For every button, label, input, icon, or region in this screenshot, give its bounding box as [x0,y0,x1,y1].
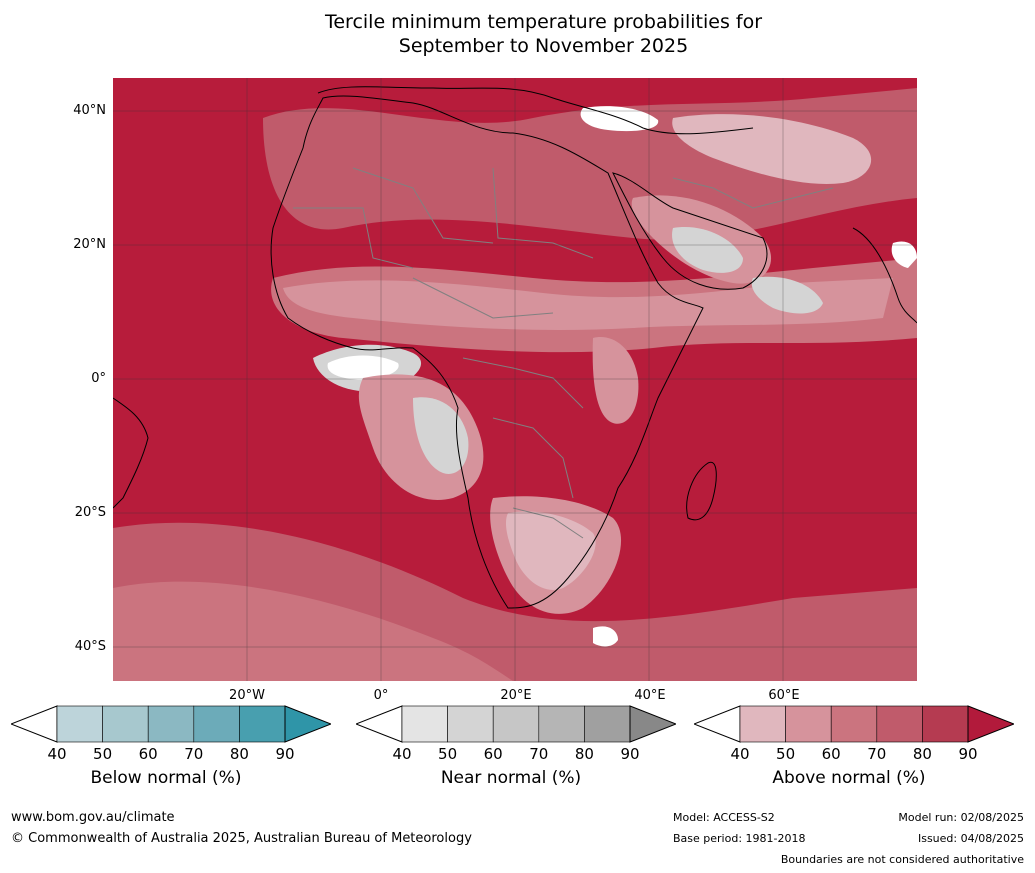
colorbar-tick-70: 70 [184,745,204,763]
colorbar-tick-40: 40 [392,745,412,763]
colorbar-tick-50: 50 [438,745,458,763]
colorbar-above-normal-swatches [694,705,1014,743]
map-title: Tercile minimum temperature probabilitie… [0,10,1035,58]
colorbar-swatch-60 [147,705,195,743]
colorbar-swatch-over [967,705,1014,743]
lat-label-0: 0° [91,371,106,386]
colorbar-title-near-normal: Near normal (%) [440,768,582,788]
region-sahel-light [283,278,893,330]
footer-disclaimer: Boundaries are not considered authoritat… [780,853,1024,866]
colorbar-swatch-80 [922,705,969,743]
colorbar-swatch-60 [830,705,878,743]
lat-label-40s: 40°S [74,639,106,654]
colorbar-tick-70: 70 [529,745,549,763]
colorbar-swatch-50 [102,705,149,743]
colorbar-tick-90: 90 [620,745,640,763]
colorbar-below-normal: 40 50 60 70 80 90 [11,705,331,765]
title-line-2: September to November 2025 [398,35,689,57]
footer-issued: Issued: 04/08/2025 [917,832,1024,845]
lon-label-20w: 20°W [229,688,265,703]
colorbar-above-normal: 40 50 60 70 80 90 [694,705,1014,765]
colorbar-tick-80: 80 [574,745,594,763]
colorbar-tick-80: 80 [912,745,932,763]
region-sw-white [593,626,618,647]
colorbar-swatch-50 [447,705,494,743]
footer-base-period: Base period: 1981-2018 [673,832,806,845]
colorbar-tick-40: 40 [730,745,750,763]
region-india-white [891,241,917,268]
colorbar-swatch-over [284,705,331,743]
colorbar-swatch-70 [876,705,923,743]
colorbar-tick-90: 90 [958,745,978,763]
region-southern-ocean-light [113,581,513,681]
colorbar-near-normal: 40 50 60 70 80 90 [356,705,676,765]
colorbar-swatch-under [356,705,403,743]
colorbar-tick-80: 80 [229,745,249,763]
region-turkey-white [580,106,659,132]
region-near-normal-coast [413,397,469,474]
footer-copyright: © Commonwealth of Australia 2025, Austra… [11,831,472,846]
region-horn [751,276,823,314]
colorbar-tick-50: 50 [776,745,796,763]
coastline-south-america [113,397,149,509]
coastline-madagascar [686,461,717,521]
coastline-africa [270,95,704,609]
colorbar-swatch-under [11,705,58,743]
map-canvas [113,78,917,681]
country-borders [293,167,834,539]
lon-label-40e: 40°E [634,688,666,703]
colorbar-swatch-over [629,705,676,743]
footer-website: www.bom.gov.au/climate [11,810,175,825]
colorbar-swatch-under [694,705,741,743]
colorbar-swatch-40 [401,705,448,743]
colorbar-below-normal-swatches [11,705,331,743]
colorbar-tick-40: 40 [47,745,67,763]
lon-label-60e: 60°E [768,688,800,703]
lon-label-0: 0° [373,688,389,703]
colorbar-swatch-70 [538,705,585,743]
lat-label-40n: 40°N [73,103,106,118]
colorbar-swatch-80 [584,705,631,743]
title-line-1: Tercile minimum temperature probabilitie… [324,11,763,33]
colorbar-tick-60: 60 [138,745,158,763]
coastline-europe [317,86,754,135]
colorbar-tick-50: 50 [93,745,113,763]
lat-label-20n: 20°N [73,237,106,252]
probability-map [113,78,917,681]
footer-model-run: Model run: 02/08/2025 [898,811,1024,824]
lat-label-20s: 20°S [74,505,106,520]
region-arabia-near [672,227,743,273]
footer-model: Model: ACCESS-S2 [673,811,775,824]
colorbar-near-normal-swatches [356,705,676,743]
colorbar-title-below-normal: Below normal (%) [90,768,242,788]
region-east-near [592,337,639,424]
coastline-india [852,227,917,324]
colorbar-tick-60: 60 [483,745,503,763]
coastline-arabia [612,172,768,290]
colorbar-swatch-70 [193,705,240,743]
colorbar-tick-60: 60 [821,745,841,763]
lon-label-20e: 20°E [500,688,532,703]
colorbar-swatch-60 [492,705,540,743]
colorbar-swatch-80 [239,705,286,743]
colorbar-title-above-normal: Above normal (%) [772,768,926,788]
colorbar-tick-70: 70 [867,745,887,763]
colorbar-swatch-50 [785,705,832,743]
map-gridlines [113,78,917,681]
colorbar-tick-90: 90 [275,745,295,763]
colorbar-swatch-40 [56,705,103,743]
colorbar-swatch-40 [739,705,786,743]
